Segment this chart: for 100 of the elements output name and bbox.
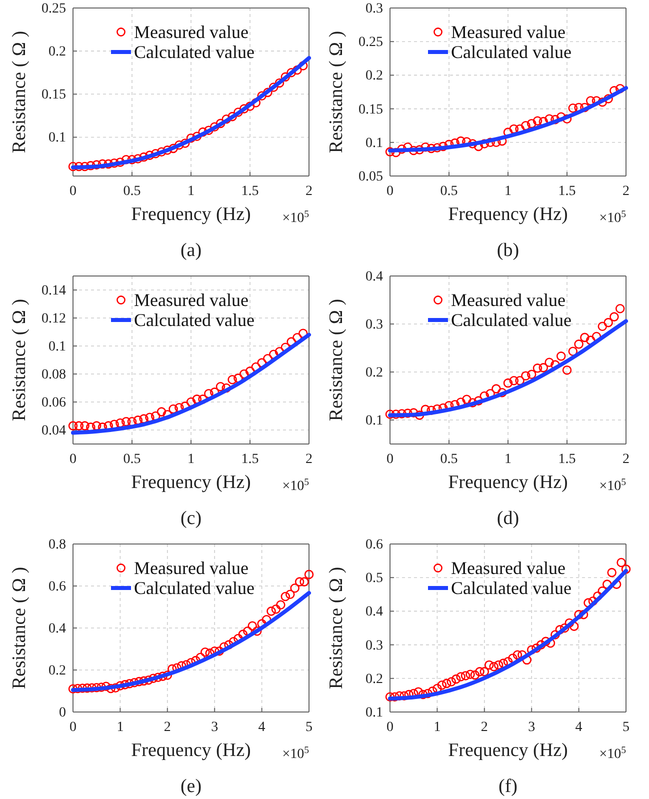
x-tick-label: 0.5 bbox=[440, 184, 458, 199]
legend-label: Calculated value bbox=[451, 578, 572, 598]
point bbox=[437, 680, 447, 690]
line-series bbox=[71, 332, 311, 435]
y-tick-label: 0.15 bbox=[42, 88, 66, 103]
legend-label: Calculated value bbox=[451, 310, 572, 330]
y-tick-label: 0.3 bbox=[366, 638, 383, 654]
point bbox=[121, 416, 131, 426]
x-axis-title: Frequency (Hz) bbox=[131, 472, 251, 493]
point bbox=[521, 120, 530, 130]
point bbox=[263, 88, 272, 98]
y-tick-label: 0.2 bbox=[366, 68, 383, 84]
point bbox=[580, 332, 590, 342]
point bbox=[239, 369, 249, 379]
point bbox=[468, 139, 478, 148]
y-tick-label: 0.04 bbox=[42, 423, 66, 438]
point bbox=[560, 623, 570, 633]
x-axis-title: Frequency (Hz) bbox=[448, 204, 568, 225]
point bbox=[110, 420, 119, 430]
x-tick-label: 0 bbox=[70, 184, 76, 199]
point bbox=[274, 78, 284, 88]
point bbox=[536, 640, 546, 650]
legend-label: Measured value bbox=[451, 558, 566, 578]
point bbox=[80, 421, 90, 430]
point bbox=[489, 662, 498, 672]
point bbox=[503, 378, 513, 388]
x-tick-label: 2 bbox=[622, 184, 630, 199]
point bbox=[385, 410, 395, 419]
point bbox=[304, 570, 314, 580]
x-tick-label: 1.5 bbox=[241, 452, 259, 467]
point bbox=[480, 667, 490, 676]
x-tick-label: 0.5 bbox=[123, 452, 141, 467]
x-tick-label: 0 bbox=[70, 452, 76, 467]
y-tick-label: 0.06 bbox=[42, 395, 66, 410]
point bbox=[432, 684, 442, 694]
point bbox=[509, 376, 519, 386]
text: (b) bbox=[496, 240, 520, 261]
point bbox=[446, 677, 456, 686]
y-tick-label: 0.1 bbox=[366, 705, 383, 720]
x-tick-label: 2 bbox=[306, 452, 312, 467]
point bbox=[586, 96, 596, 106]
point bbox=[192, 394, 202, 404]
point bbox=[234, 108, 243, 117]
point bbox=[568, 103, 578, 113]
point bbox=[73, 684, 82, 694]
point bbox=[615, 304, 625, 314]
point bbox=[462, 394, 472, 404]
point bbox=[234, 374, 243, 383]
point bbox=[145, 412, 154, 422]
point bbox=[294, 577, 304, 586]
point bbox=[385, 147, 395, 156]
point bbox=[604, 94, 613, 104]
point bbox=[494, 660, 504, 670]
point bbox=[228, 374, 237, 384]
x-tick-label: 2 bbox=[306, 184, 312, 199]
x-axis-title: Frequency (Hz) bbox=[448, 740, 568, 761]
point bbox=[616, 558, 626, 568]
x-tick-label: 5 bbox=[306, 720, 312, 735]
point bbox=[168, 404, 178, 414]
point bbox=[285, 590, 295, 600]
point bbox=[578, 610, 588, 620]
point bbox=[442, 678, 452, 688]
y-tick-label: 0.25 bbox=[358, 35, 383, 50]
y-axis-title: Resistance ( Ω ) bbox=[326, 566, 347, 690]
line-series bbox=[388, 86, 628, 152]
point bbox=[92, 421, 102, 430]
legend-label: Measured value bbox=[134, 22, 248, 42]
text: (e) bbox=[180, 776, 202, 797]
point bbox=[470, 670, 480, 680]
point bbox=[186, 397, 196, 407]
legend-label: Measured value bbox=[134, 558, 248, 578]
text: ×10$^{5}$ bbox=[599, 208, 626, 226]
y-tick-label: 0.14 bbox=[42, 283, 66, 298]
point bbox=[82, 683, 92, 693]
x-tick-label: 0 bbox=[386, 452, 394, 467]
point bbox=[456, 136, 466, 146]
point bbox=[204, 126, 214, 135]
x-tick-label: 1.5 bbox=[558, 184, 576, 199]
x-tick-label: 2 bbox=[622, 452, 630, 467]
point bbox=[397, 144, 406, 154]
point bbox=[192, 132, 202, 141]
y-axis-title: Resistance ( Ω ) bbox=[326, 298, 347, 422]
legend-label: Calculated value bbox=[134, 578, 254, 598]
text: ×10$^{5}$ bbox=[599, 476, 626, 494]
point bbox=[532, 644, 541, 653]
point bbox=[68, 684, 78, 694]
x-tick-label: 0 bbox=[386, 720, 394, 735]
x-tick-label: 4 bbox=[575, 720, 582, 735]
point bbox=[248, 621, 257, 631]
point bbox=[418, 690, 428, 700]
point bbox=[158, 672, 168, 681]
point bbox=[498, 658, 508, 668]
point bbox=[484, 660, 494, 670]
x-tick-label: 5 bbox=[622, 720, 630, 735]
text: (a) bbox=[180, 240, 202, 261]
y-tick-label: 0.12 bbox=[42, 311, 66, 326]
y-tick-label: 0.5 bbox=[366, 571, 383, 586]
x-axis-title: Frequency (Hz) bbox=[131, 740, 251, 761]
point bbox=[621, 564, 631, 574]
x-axis-title: Frequency (Hz) bbox=[448, 472, 568, 493]
